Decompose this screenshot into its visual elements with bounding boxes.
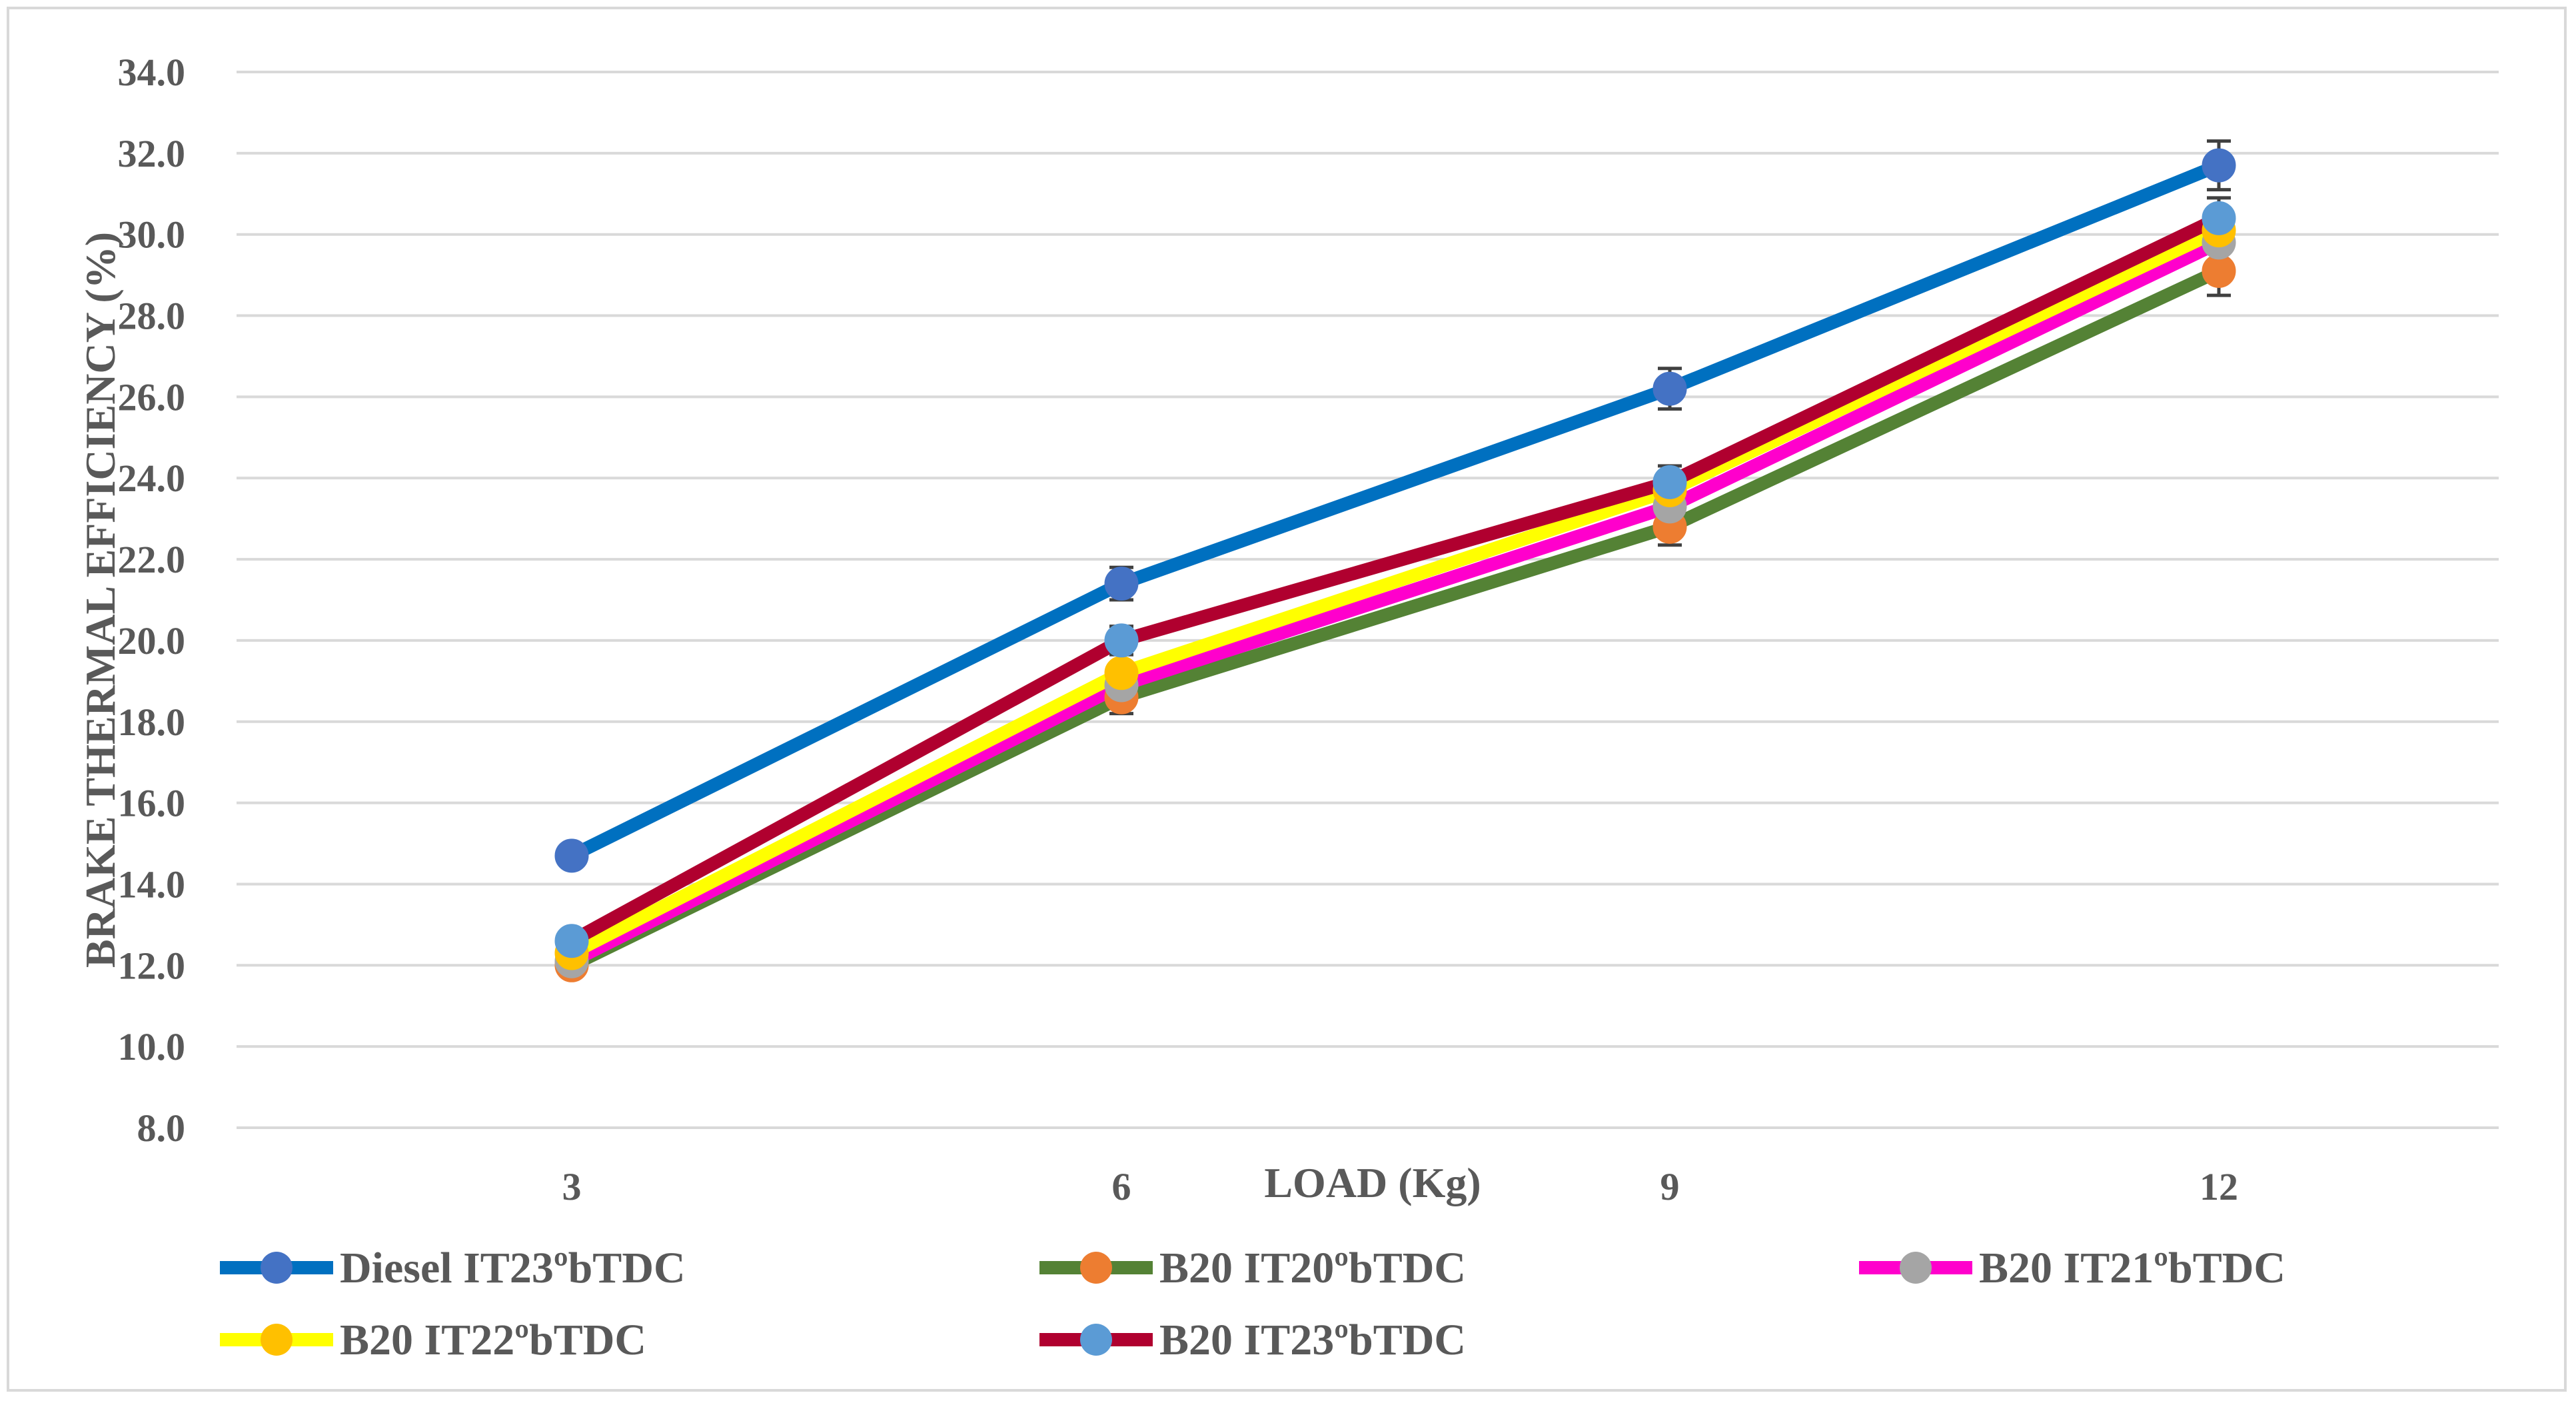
data-point	[2202, 254, 2236, 289]
x-tick-label: 12	[2200, 1165, 2238, 1208]
legend: Diesel IT23ºbTDC B20 IT20ºbTDC B20 IT21ºbT…	[220, 1244, 2285, 1364]
legend-swatch-marker	[261, 1324, 293, 1356]
y-tick-label: 8.0	[137, 1106, 186, 1150]
y-tick-label: 18.0	[118, 700, 186, 744]
y-axis-ticks: 8.0 10.0 12.0 14.0 16.0 18.0 20.0 22.0 24.0 26.0 2…	[118, 51, 186, 1150]
data-point	[2202, 148, 2236, 183]
series-line	[565, 223, 2226, 960]
series-line	[565, 211, 2226, 948]
series-markers	[554, 148, 2236, 982]
series-line	[565, 264, 2226, 972]
y-tick-label: 20.0	[118, 619, 186, 663]
data-point	[2202, 201, 2236, 235]
legend-label: Diesel IT23ºbTDC	[340, 1244, 686, 1292]
data-point	[1652, 371, 1687, 406]
y-tick-label: 24.0	[118, 457, 186, 500]
legend-label: B20 IT22ºbTDC	[340, 1316, 646, 1364]
data-point	[1104, 567, 1139, 601]
legend-swatch-marker	[261, 1252, 293, 1284]
y-tick-label: 12.0	[118, 944, 186, 987]
gridlines	[237, 71, 2499, 1129]
y-tick-label: 30.0	[118, 213, 186, 257]
y-tick-label: 26.0	[118, 375, 186, 419]
legend-label: B20 IT20ºbTDC	[1159, 1244, 1466, 1292]
y-axis-title: BRAKE THERMAL EFFICIENCY (%)	[77, 232, 124, 968]
data-point	[554, 838, 589, 873]
y-tick-label: 16.0	[118, 782, 186, 825]
data-point	[1104, 623, 1139, 658]
legend-swatch-marker	[1080, 1324, 1112, 1356]
data-point	[1652, 465, 1687, 499]
data-point	[1104, 656, 1139, 691]
data-point	[554, 924, 589, 958]
x-axis-title: LOAD (Kg)	[1264, 1159, 1481, 1206]
series-line	[565, 159, 2226, 862]
legend-label: B20 IT21ºbTDC	[1979, 1244, 2285, 1292]
y-tick-label: 22.0	[118, 538, 186, 581]
x-tick-label: 6	[1112, 1165, 1131, 1208]
y-tick-label: 10.0	[118, 1025, 186, 1068]
x-tick-label: 3	[562, 1165, 582, 1208]
x-tick-label: 9	[1660, 1165, 1680, 1208]
y-tick-label: 32.0	[118, 132, 186, 175]
chart-frame	[7, 7, 2567, 1392]
y-tick-label: 28.0	[118, 295, 186, 338]
legend-swatch-marker	[1080, 1252, 1112, 1284]
legend-label: B20 IT23ºbTDC	[1159, 1316, 1466, 1364]
series-line	[565, 235, 2226, 968]
legend-swatch-marker	[1900, 1252, 1932, 1284]
y-tick-label: 14.0	[118, 862, 186, 906]
y-tick-label: 34.0	[118, 51, 186, 94]
series-lines	[565, 159, 2226, 972]
x-axis-ticks: 3 6 9 12	[562, 1165, 2239, 1208]
